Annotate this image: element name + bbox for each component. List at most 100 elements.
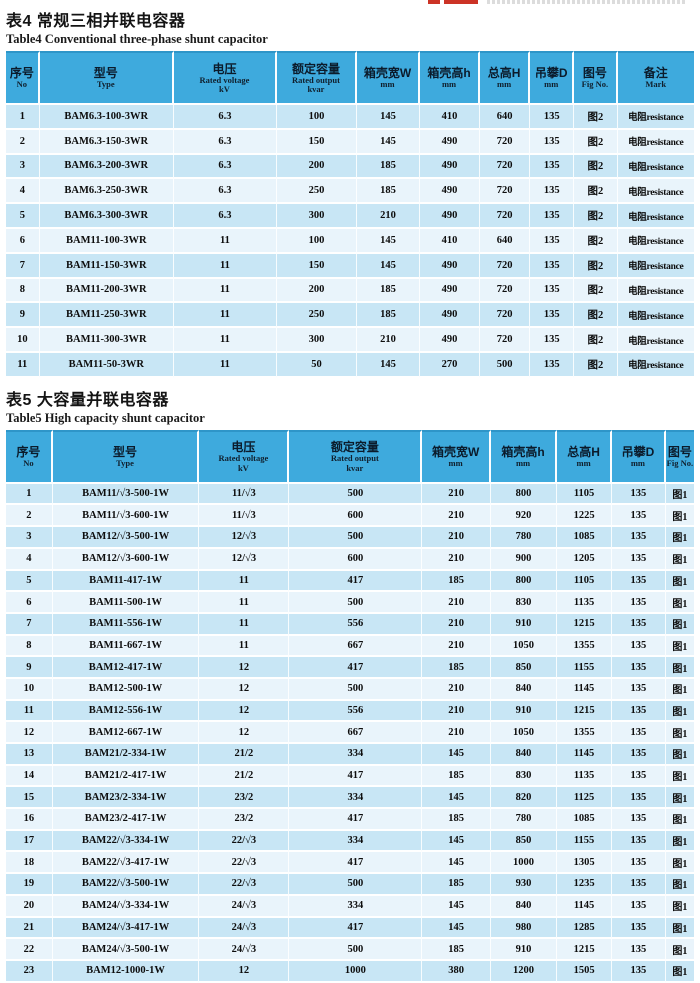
column-header: 吊攀D mm (612, 429, 666, 484)
cell: 4 (6, 548, 53, 571)
cell: 840 (491, 895, 558, 918)
cell: 12 (199, 678, 290, 701)
cell: BAM11-250-3WR (39, 303, 174, 329)
table-row: 22 BAM24/√3-500-1W 24/√3 500 185 910 1215 135 图1 (6, 939, 694, 961)
cell: 135 (530, 278, 575, 304)
cell: 185 (422, 657, 492, 679)
cell: 22/√3 (199, 852, 290, 875)
table-row: 9 BAM12-417-1W 12 417 185 850 1155 135 图1 (6, 657, 694, 679)
partial-logo (425, 0, 695, 8)
cell: BAM23/2-417-1W (52, 809, 200, 831)
column-subtitle: Fig No. (581, 79, 609, 90)
cell: 11 (199, 570, 290, 593)
cell: 2 (6, 505, 53, 528)
column-header: 箱壳宽W mm (356, 51, 421, 105)
cell: 电阻resistance (617, 278, 694, 304)
cell: 22/√3 (199, 830, 290, 853)
cell: 135 (612, 874, 666, 896)
cell: 135 (612, 852, 666, 875)
cell: 135 (612, 570, 666, 593)
cell: 1135 (557, 765, 613, 788)
cell: 11 (173, 328, 278, 353)
table4-conventional-capacitor: 序号 No 型号 Type 电压 Rated voltage kV 额定容量 Rated out… (6, 51, 694, 378)
table-row: 5 BAM6.3-300-3WR 6.3 300 210 490 720 135 图2 电阻res… (6, 204, 694, 229)
column-subtitle: kV (237, 462, 249, 473)
cell: 490 (420, 328, 480, 353)
cell: BAM21/2-417-1W (52, 765, 200, 788)
cell: 1355 (557, 722, 613, 745)
cell: 417 (289, 570, 423, 593)
cell: 9 (6, 657, 53, 679)
column-subtitle: mm (544, 79, 559, 90)
table-row: 17 BAM22/√3-334-1W 22/√3 334 145 850 1155 135 图1 (6, 830, 694, 853)
cell: 640 (479, 228, 531, 254)
cell: 11 (173, 352, 278, 378)
cell: 410 (420, 228, 480, 254)
cell: 电阻resistance (617, 179, 694, 205)
cell: 3 (6, 154, 40, 180)
cell: 500 (289, 874, 423, 896)
column-subtitle: kvar (346, 462, 364, 473)
column-header: 总高H mm (557, 429, 613, 484)
cell: 720 (479, 179, 531, 205)
table-row: 5 BAM11-417-1W 11 417 185 800 1105 135 图1 (6, 570, 694, 593)
cell: 210 (422, 678, 492, 701)
column-title: 电压 (212, 61, 237, 76)
cell: 250 (277, 303, 357, 329)
cell: 910 (491, 613, 558, 636)
cell: 135 (612, 505, 666, 528)
cell: 图1 (665, 592, 694, 614)
column-title: 型号 (113, 445, 138, 460)
column-subtitle: mm (496, 79, 512, 90)
cell: 135 (612, 635, 666, 658)
cell: 334 (289, 830, 423, 853)
column-subtitle: mm (576, 458, 591, 469)
cell: 11 (173, 303, 278, 329)
cell: 1200 (491, 960, 558, 983)
cell: 5 (6, 570, 53, 593)
cell: BAM11-556-1W (52, 613, 200, 636)
cell: 1050 (491, 722, 558, 745)
cell: 185 (356, 278, 421, 304)
table-row: 20 BAM24/√3-334-1W 24/√3 334 145 840 1145 135 图1 (6, 895, 694, 918)
column-title: 额定容量 (330, 440, 379, 455)
cell: 145 (422, 830, 492, 853)
column-subtitle: Fig No. (666, 458, 694, 469)
cell: 15 (6, 787, 53, 810)
cell: 13 (6, 744, 53, 766)
cell: 135 (530, 228, 575, 254)
cell: BAM11/√3-500-1W (52, 483, 200, 506)
cell: 145 (422, 852, 492, 875)
column-title: 备注 (643, 66, 668, 81)
table-row: 3 BAM12/√3-500-1W 12/√3 500 210 780 1085 135 图1 (6, 527, 694, 549)
cell: 150 (277, 129, 357, 155)
cell: 145 (422, 895, 492, 918)
cell: 135 (530, 303, 575, 329)
cell: 1155 (557, 657, 613, 679)
cell: 135 (612, 613, 666, 636)
table5-title-cn: 表5 大容量并联电容器 (6, 391, 169, 409)
cell: 1000 (289, 960, 423, 983)
column-subtitle: Mark (645, 79, 667, 90)
cell: 图2 (574, 303, 618, 329)
cell: 334 (289, 744, 423, 766)
cell: 1135 (557, 592, 613, 614)
cell: BAM12-556-1W (52, 700, 200, 723)
cell: 图1 (665, 483, 694, 506)
cell: 556 (289, 613, 423, 636)
cell: 417 (289, 657, 423, 679)
cell: 11 (173, 253, 278, 279)
table-row: 6 BAM11-500-1W 11 500 210 830 1135 135 图1 (6, 592, 694, 614)
cell: 图1 (665, 765, 694, 788)
cell: 1105 (557, 570, 613, 593)
column-header: 箱壳高h mm (491, 429, 558, 484)
column-subtitle: Rated voltage (199, 74, 250, 85)
cell: 10 (6, 678, 53, 701)
cell: 900 (491, 548, 558, 571)
column-header: 额定容量 Rated output kvar (289, 429, 423, 484)
cell: 380 (422, 960, 492, 983)
cell: 电阻resistance (617, 228, 694, 254)
table-row: 14 BAM21/2-417-1W 21/2 417 185 830 1135 135 图1 (6, 765, 694, 788)
column-subtitle: Rated output (330, 453, 379, 464)
cell: 185 (422, 809, 492, 831)
